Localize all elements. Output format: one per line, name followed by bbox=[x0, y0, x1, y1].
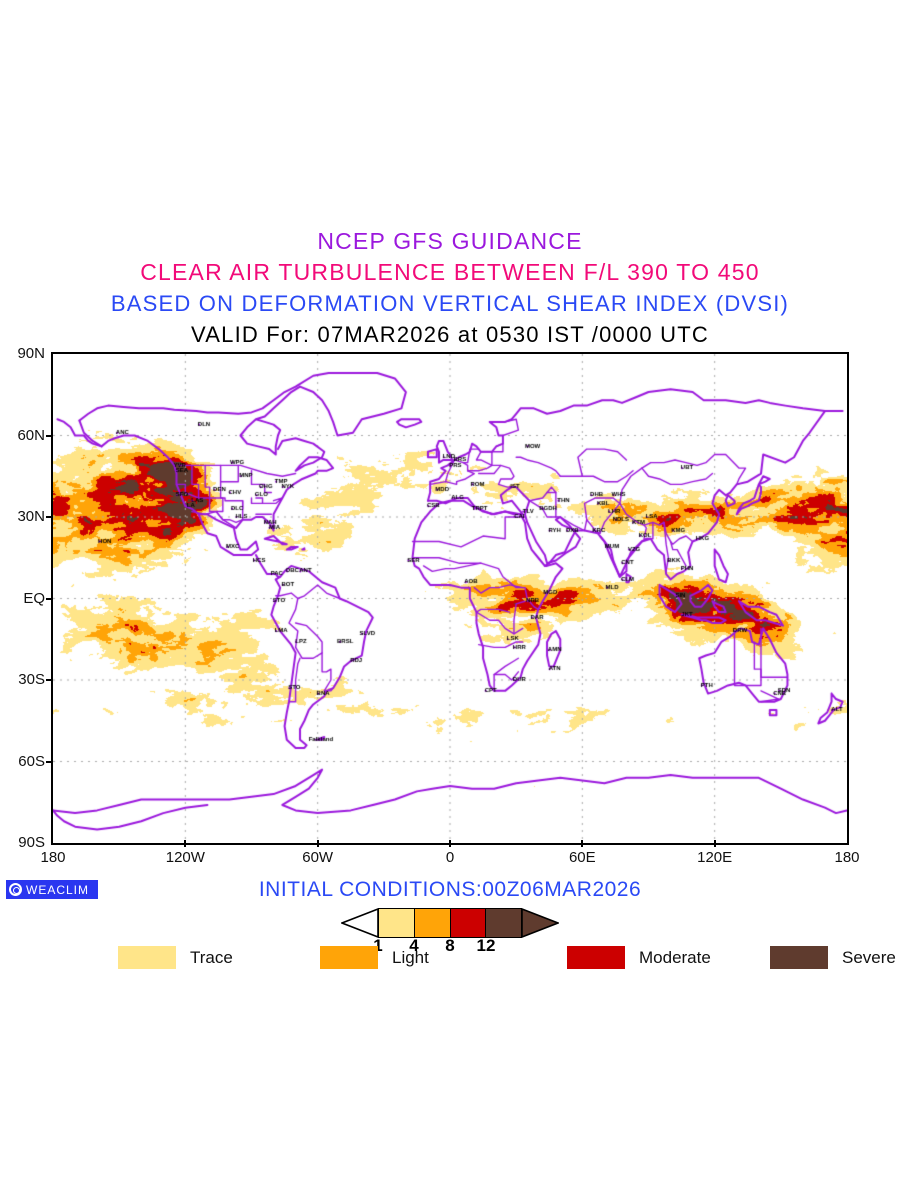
colorbar-under-arrow bbox=[339, 907, 379, 939]
legend-label: Moderate bbox=[639, 947, 711, 967]
x-axis-label: 180 bbox=[834, 849, 860, 866]
turbulence-field-canvas bbox=[53, 354, 847, 843]
legend-swatch bbox=[320, 946, 378, 969]
colorbar bbox=[339, 907, 561, 939]
colorbar-tick: 8 bbox=[445, 936, 455, 955]
x-axis-label: 60W bbox=[302, 849, 334, 866]
logo-label: WEACLIM bbox=[26, 882, 90, 897]
y-axis-label: 60S bbox=[18, 752, 45, 770]
title-block: NCEP GFS GUIDANCE CLEAR AIR TURBULENCE B… bbox=[0, 226, 900, 350]
y-axis-label: 60N bbox=[17, 426, 45, 444]
title-line-product: CLEAR AIR TURBULENCE BETWEEN F/L 390 TO … bbox=[140, 259, 760, 285]
colorbar-blocks bbox=[378, 908, 522, 938]
x-axis-label: 120E bbox=[697, 849, 733, 866]
title-line-method: BASED ON DEFORMATION VERTICAL SHEAR INDE… bbox=[110, 291, 790, 316]
map-panel[interactable] bbox=[51, 352, 849, 845]
weaclim-logo: WEACLIM bbox=[6, 880, 98, 899]
colorbar-block bbox=[379, 909, 414, 937]
x-axis-label: 120W bbox=[165, 849, 205, 866]
legend-item: Moderate bbox=[567, 946, 711, 969]
colorbar-block bbox=[485, 909, 521, 937]
colorbar-block bbox=[449, 909, 486, 937]
colorbar-tick-labels: 1 4 8 12 bbox=[342, 936, 558, 958]
legend-swatch bbox=[770, 946, 828, 969]
x-axis-label: 180 bbox=[40, 849, 66, 866]
y-axis-label: 30S bbox=[18, 671, 45, 688]
legend-swatch bbox=[118, 946, 176, 969]
legend: Trace Light Moderate Severe bbox=[0, 946, 900, 976]
y-axis-label: 90S bbox=[18, 834, 45, 851]
legend-swatch bbox=[567, 946, 625, 969]
legend-item: Trace bbox=[118, 946, 233, 969]
colorbar-tick: 1 bbox=[373, 936, 383, 955]
colorbar-block bbox=[413, 909, 450, 937]
y-axis-label: EQ bbox=[23, 589, 45, 607]
x-axis-label: 0 bbox=[445, 849, 455, 866]
legend-item: Severe bbox=[770, 946, 896, 969]
initial-conditions-label: INITIAL CONDITIONS:00Z06MAR2026 bbox=[258, 878, 642, 901]
title-line-valid: VALID For: 07MAR2026 at 0530 IST /0000 U… bbox=[191, 322, 709, 347]
legend-label: Severe bbox=[842, 947, 896, 967]
x-axis-label: 60E bbox=[568, 849, 596, 866]
legend-item: Light bbox=[320, 946, 429, 969]
colorbar-tick: 12 bbox=[476, 936, 496, 955]
y-axis-label: 30N bbox=[17, 508, 45, 525]
legend-label: Light bbox=[392, 947, 429, 967]
colorbar-tick: 4 bbox=[409, 936, 419, 955]
title-line-agency: NCEP GFS GUIDANCE bbox=[317, 228, 583, 254]
copyright-ring-icon bbox=[9, 883, 22, 896]
legend-label: Trace bbox=[190, 947, 233, 967]
colorbar-over-arrow bbox=[521, 907, 561, 943]
